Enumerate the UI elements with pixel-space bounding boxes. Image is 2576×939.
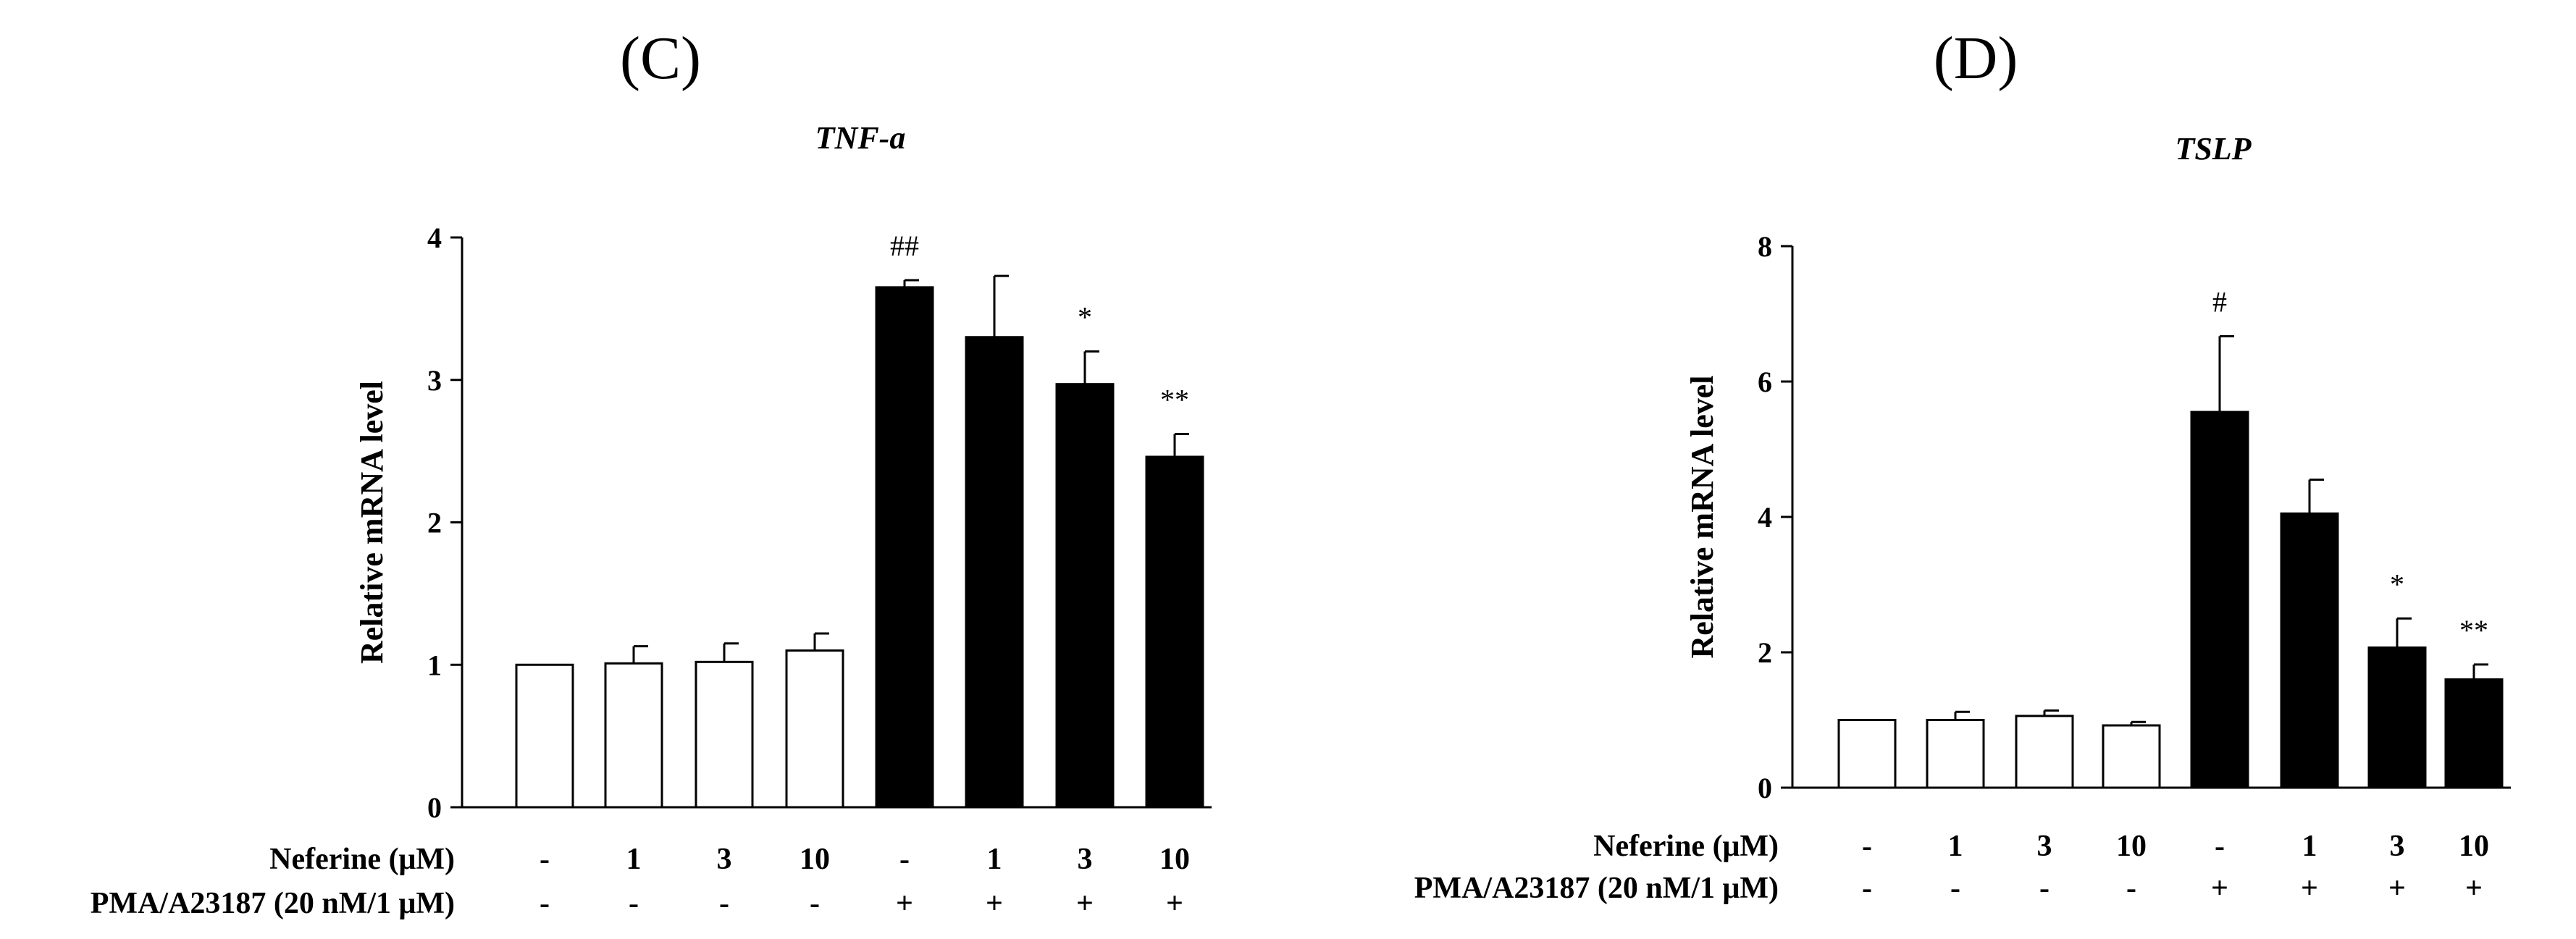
treatment-cell: 3: [2037, 830, 2052, 863]
y-tick-label: 4: [427, 222, 442, 254]
treatment-cell: +: [986, 887, 1003, 920]
treatment-cell: 10: [2459, 830, 2489, 863]
bar: [2102, 724, 2161, 789]
significance-marker: *: [2390, 568, 2404, 600]
bar: [2280, 512, 2339, 789]
y-tick-label: 4: [1758, 501, 1772, 534]
treatment-cell: 10: [800, 843, 830, 876]
treatment-cell: -: [629, 887, 639, 920]
bar: [2367, 646, 2427, 789]
treatment-cell: +: [1166, 887, 1183, 920]
treatment-cell: 1: [987, 843, 1002, 876]
treatment-cell: -: [2215, 830, 2225, 863]
treatment-cell: 1: [626, 843, 642, 876]
treatment-cell: +: [896, 887, 913, 920]
panel-label-d: (D): [1934, 25, 2018, 92]
treatment-cell: +: [2211, 872, 2228, 905]
treatment-cell: -: [2039, 872, 2050, 905]
treatment-cell: 3: [717, 843, 732, 876]
bar: [1926, 719, 1985, 789]
pma-row-label: PMA/A23187 (20 nM/1 μM): [1414, 872, 1779, 905]
bar: [604, 662, 663, 809]
treatment-cell: -: [810, 887, 820, 920]
y-axis-label: Relative mRNA level: [354, 381, 390, 664]
treatment-cell: -: [719, 887, 729, 920]
y-tick-label: 0: [427, 791, 442, 824]
bar: [965, 336, 1024, 809]
treatment-cell: 3: [1078, 843, 1093, 876]
chart-title: TSLP: [2175, 131, 2252, 167]
significance-marker: **: [2459, 614, 2488, 647]
y-tick-label: 2: [427, 507, 442, 539]
treatment-cell: -: [540, 887, 550, 920]
bar: [1055, 383, 1115, 809]
y-tick-label: 6: [1758, 366, 1772, 398]
bar: [2444, 678, 2504, 789]
bar: [1837, 719, 1897, 789]
treatment-cell: +: [1076, 887, 1094, 920]
bar: [875, 286, 934, 809]
treatment-cell: 3: [2390, 830, 2405, 863]
significance-marker: *: [1078, 300, 1092, 333]
treatment-cell: -: [1950, 872, 1960, 905]
treatment-cell: 10: [2116, 830, 2147, 863]
bar: [515, 663, 574, 809]
neferine-row-label: Neferine (μM): [269, 843, 455, 876]
y-tick-label: 1: [427, 649, 442, 681]
treatment-cell: +: [2301, 872, 2318, 905]
treatment-cell: 1: [2302, 830, 2317, 863]
bar: [1145, 455, 1204, 809]
neferine-row-label: Neferine (μM): [1593, 830, 1779, 863]
chart-title: TNF-a: [815, 120, 906, 156]
y-tick-label: 3: [427, 364, 442, 397]
y-tick-label: 8: [1758, 230, 1772, 263]
pma-row-label: PMA/A23187 (20 nM/1 μM): [91, 887, 455, 920]
bar: [695, 660, 754, 809]
treatment-cell: -: [540, 843, 550, 876]
treatment-cell: -: [899, 843, 910, 876]
y-tick-label: 2: [1758, 636, 1772, 669]
treatment-cell: 1: [1948, 830, 1963, 863]
significance-marker: #: [2212, 285, 2227, 318]
y-tick-label: 0: [1758, 772, 1772, 804]
bar: [2015, 715, 2074, 789]
significance-marker: **: [1160, 384, 1189, 416]
treatment-cell: -: [1862, 830, 1872, 863]
treatment-cell: 10: [1159, 843, 1190, 876]
significance-marker: ##: [890, 230, 919, 262]
treatment-cell: -: [2126, 872, 2136, 905]
treatment-cell: -: [1862, 872, 1872, 905]
y-axis-label: Relative mRNA level: [1685, 376, 1720, 659]
treatment-cell: +: [2465, 872, 2483, 905]
treatment-cell: +: [2388, 872, 2406, 905]
panel-label-c: (C): [620, 25, 701, 92]
bar: [785, 649, 844, 809]
bar: [2190, 410, 2249, 789]
